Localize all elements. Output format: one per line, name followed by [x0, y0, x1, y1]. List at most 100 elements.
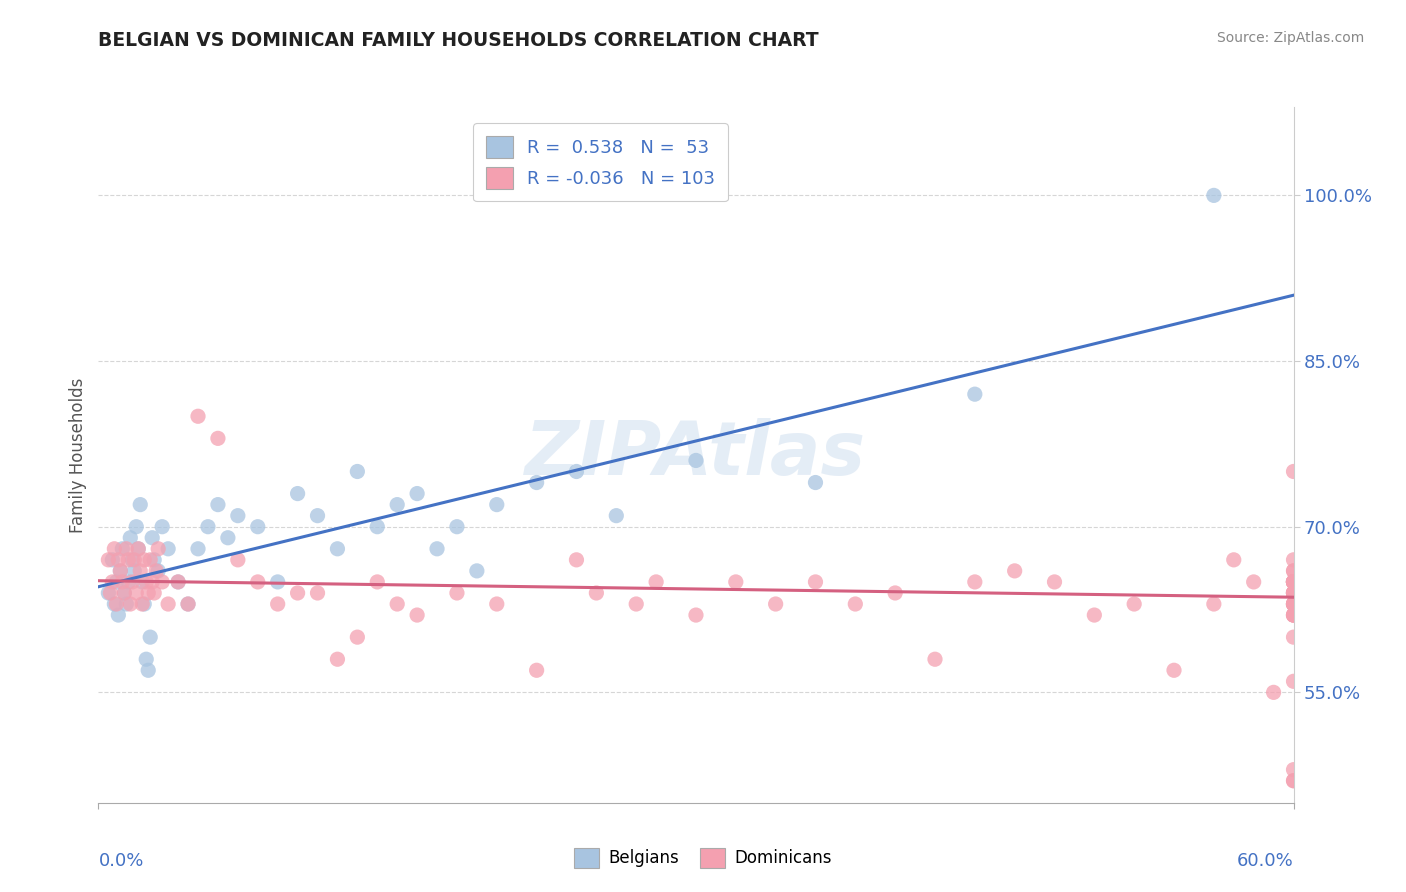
- Point: [207, 431, 229, 445]
- Point: [307, 586, 329, 600]
- Point: [1043, 574, 1066, 589]
- Point: [124, 553, 146, 567]
- Point: [97, 586, 120, 600]
- Text: 0.0%: 0.0%: [98, 853, 143, 871]
- Point: [1282, 608, 1305, 623]
- Point: [226, 553, 249, 567]
- Point: [1202, 188, 1225, 202]
- Point: [97, 553, 120, 567]
- Point: [1004, 564, 1026, 578]
- Point: [1282, 674, 1305, 689]
- Point: [765, 597, 787, 611]
- Point: [346, 465, 368, 479]
- Point: [1282, 574, 1305, 589]
- Point: [110, 564, 132, 578]
- Point: [112, 586, 135, 600]
- Point: [1263, 685, 1285, 699]
- Point: [1282, 586, 1305, 600]
- Point: [129, 564, 152, 578]
- Point: [136, 663, 159, 677]
- Point: [1282, 564, 1305, 578]
- Point: [526, 475, 548, 490]
- Point: [1282, 586, 1305, 600]
- Point: [346, 630, 368, 644]
- Point: [724, 574, 747, 589]
- Point: [1243, 574, 1265, 589]
- Y-axis label: Family Households: Family Households: [69, 377, 87, 533]
- Point: [187, 409, 209, 424]
- Point: [1282, 586, 1305, 600]
- Point: [121, 574, 143, 589]
- Point: [267, 574, 290, 589]
- Point: [103, 541, 125, 556]
- Point: [127, 541, 149, 556]
- Text: ZIPAtlas: ZIPAtlas: [526, 418, 866, 491]
- Point: [121, 553, 143, 567]
- Point: [105, 597, 128, 611]
- Point: [103, 597, 125, 611]
- Point: [406, 608, 429, 623]
- Point: [406, 486, 429, 500]
- Point: [1282, 564, 1305, 578]
- Point: [150, 519, 173, 533]
- Point: [1282, 763, 1305, 777]
- Point: [1282, 586, 1305, 600]
- Point: [963, 574, 986, 589]
- Point: [1282, 597, 1305, 611]
- Point: [157, 597, 180, 611]
- Point: [1282, 608, 1305, 623]
- Point: [1282, 574, 1305, 589]
- Point: [127, 541, 149, 556]
- Point: [485, 498, 508, 512]
- Point: [207, 498, 229, 512]
- Point: [129, 498, 152, 512]
- Point: [1223, 553, 1246, 567]
- Point: [131, 597, 153, 611]
- Legend: R =  0.538   N =  53, R = -0.036   N = 103: R = 0.538 N = 53, R = -0.036 N = 103: [472, 123, 728, 202]
- Point: [105, 574, 128, 589]
- Legend: Belgians, Dominicans: Belgians, Dominicans: [567, 841, 839, 875]
- Point: [1282, 574, 1305, 589]
- Point: [804, 475, 827, 490]
- Point: [366, 574, 388, 589]
- Point: [167, 574, 190, 589]
- Point: [136, 586, 159, 600]
- Point: [107, 553, 129, 567]
- Point: [1282, 574, 1305, 589]
- Point: [526, 663, 548, 677]
- Point: [624, 597, 647, 611]
- Text: 60.0%: 60.0%: [1237, 853, 1294, 871]
- Point: [844, 597, 866, 611]
- Point: [446, 519, 468, 533]
- Point: [1282, 574, 1305, 589]
- Point: [134, 597, 156, 611]
- Point: [685, 453, 707, 467]
- Point: [385, 498, 409, 512]
- Point: [1282, 597, 1305, 611]
- Point: [226, 508, 249, 523]
- Point: [1282, 574, 1305, 589]
- Point: [112, 586, 135, 600]
- Point: [107, 608, 129, 623]
- Point: [134, 553, 156, 567]
- Point: [1282, 574, 1305, 589]
- Point: [115, 541, 138, 556]
- Point: [141, 574, 163, 589]
- Point: [645, 574, 668, 589]
- Point: [125, 519, 148, 533]
- Point: [307, 508, 329, 523]
- Point: [366, 519, 388, 533]
- Point: [1282, 630, 1305, 644]
- Point: [120, 597, 142, 611]
- Point: [141, 531, 163, 545]
- Point: [1282, 574, 1305, 589]
- Point: [1282, 597, 1305, 611]
- Point: [124, 564, 146, 578]
- Point: [148, 564, 170, 578]
- Point: [1282, 597, 1305, 611]
- Point: [143, 553, 166, 567]
- Point: [98, 586, 122, 600]
- Point: [117, 553, 139, 567]
- Point: [924, 652, 946, 666]
- Point: [963, 387, 986, 401]
